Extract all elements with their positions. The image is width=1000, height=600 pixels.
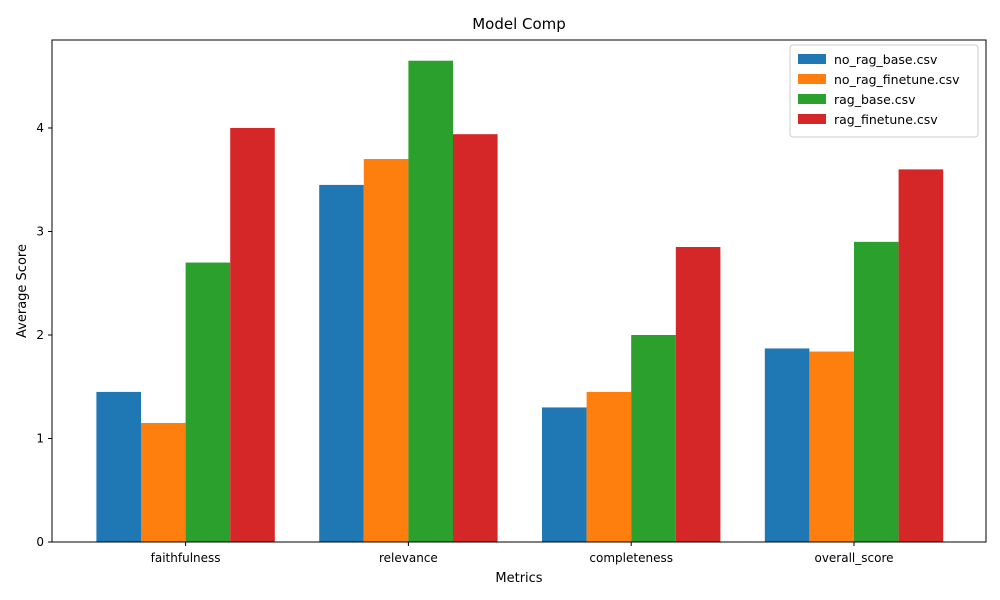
bar-no-rag-base-csv-faithfulness — [96, 391, 141, 542]
y-tick-label: 1 — [36, 431, 44, 445]
legend-label: no_rag_base.csv — [834, 52, 938, 67]
x-axis-label: Metrics — [495, 571, 542, 586]
bar-rag-base-csv-overall_score — [854, 241, 899, 542]
legend-swatch — [798, 114, 826, 124]
bar-rag-finetune-csv-relevance — [453, 134, 498, 542]
legend-swatch — [798, 54, 826, 64]
bar-rag-base-csv-faithfulness — [185, 262, 231, 542]
bar-rag-base-csv-relevance — [408, 60, 453, 542]
axes-group: 0 1 2 3 4 faithfulness relevance completeness ov… — [36, 39, 987, 565]
legend: no_rag_base.csv no_rag_finetune.csv rag_ba… — [789, 44, 979, 138]
bar-no-rag-finetune-csv-overall_score — [809, 351, 854, 542]
y-tick-label: 0 — [36, 535, 44, 549]
bar-rag-finetune-csv-completeness — [675, 247, 721, 542]
y-tick-label: 3 — [36, 224, 44, 238]
bar-no-rag-finetune-csv-completeness — [586, 391, 632, 542]
legend-swatch — [798, 94, 826, 104]
bar-no-rag-base-csv-relevance — [319, 184, 364, 542]
y-tick-label: 2 — [36, 328, 44, 342]
bar-rag-finetune-csv-overall_score — [898, 169, 944, 542]
bar-no-rag-finetune-csv-faithfulness — [141, 422, 186, 542]
plot-frame — [51, 39, 987, 543]
bar-rag-finetune-csv-faithfulness — [230, 127, 275, 542]
bar-no-rag-base-csv-overall_score — [764, 348, 810, 542]
legend-swatch — [798, 74, 826, 84]
bar-rag-base-csv-completeness — [631, 334, 676, 542]
bars-group — [96, 60, 944, 542]
legend-box — [789, 44, 979, 138]
y-axis-label: Average Score — [15, 244, 30, 338]
y-tick-label: 4 — [36, 121, 44, 135]
x-tick-label-completeness: completeness — [589, 551, 673, 565]
x-tick-label-overall_score: overall_score — [814, 551, 893, 565]
chart-title: Model Comp — [472, 15, 566, 33]
bar-no-rag-base-csv-completeness — [542, 407, 587, 542]
x-tick-label-relevance: relevance — [379, 551, 438, 565]
legend-label: no_rag_finetune.csv — [834, 72, 960, 87]
legend-label: rag_base.csv — [834, 92, 916, 107]
bar-no-rag-finetune-csv-relevance — [363, 159, 409, 542]
x-tick-label-faithfulness: faithfulness — [151, 551, 221, 565]
legend-label: rag_finetune.csv — [834, 112, 938, 127]
